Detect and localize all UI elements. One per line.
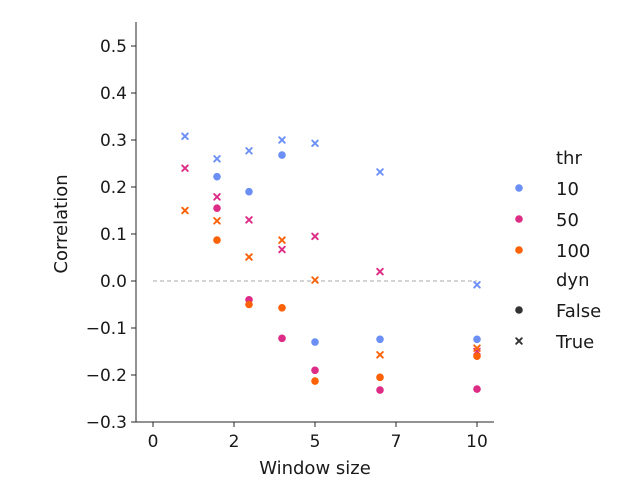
point-thr100-static — [311, 377, 319, 385]
point-thr100-static — [376, 373, 384, 382]
axes: −0.3 −0.2 −0.1 0.0 0.1 0.2 0.3 0.4 0.5 0 2 5 7 10 Wind… — [51, 22, 494, 479]
y-axis-label: Correlation — [51, 174, 72, 273]
y-tick-label: 0.3 — [100, 131, 127, 151]
legend-marker-dyn-true — [515, 337, 523, 345]
point-thr10-static — [213, 172, 221, 181]
x-tick-label: 0 — [148, 432, 159, 452]
point-thr100-dyn — [278, 236, 286, 244]
point-thr50-dyn — [181, 164, 189, 172]
point-thr50-dyn — [245, 216, 253, 224]
point-thr10-static — [245, 187, 253, 196]
legend-label-dyn-false: False — [556, 301, 601, 322]
legend-label-thr-100: 100 — [556, 241, 590, 262]
y-tick-label: 0.5 — [100, 37, 127, 57]
y-tick-label: 0.4 — [100, 84, 127, 104]
point-thr100-static — [473, 352, 481, 361]
x-tick-label: 2 — [229, 432, 240, 452]
point-thr50-dyn — [213, 193, 221, 201]
legend-marker-thr-100 — [515, 246, 523, 254]
x-tick-label: 7 — [391, 432, 402, 452]
y-tick-label: −0.2 — [86, 366, 127, 386]
point-thr10-static — [473, 335, 481, 344]
legend-label-dyn-true: True — [555, 332, 594, 353]
point-thr100-dyn — [181, 206, 189, 215]
point-thr50-static — [278, 334, 286, 343]
legend-label-thr-50: 50 — [556, 210, 579, 231]
x-tick-label: 10 — [466, 432, 488, 452]
point-thr10-static — [376, 335, 384, 344]
point-thr10-dyn — [473, 281, 481, 289]
point-thr50-static — [376, 386, 384, 394]
y-tick-label: −0.3 — [86, 413, 127, 433]
legend-marker-thr-50 — [515, 215, 523, 223]
legend-hue-title: thr — [556, 148, 582, 169]
point-thr10-dyn — [213, 155, 221, 163]
point-thr100-static — [278, 303, 286, 312]
point-thr50-dyn — [376, 267, 384, 276]
point-thr100-static — [245, 300, 253, 309]
point-thr100-dyn — [376, 351, 384, 359]
legend: thr 10 50 100 dyn False True — [515, 148, 601, 353]
point-thr100-dyn — [213, 217, 221, 225]
y-tick-label: 0.2 — [100, 178, 127, 198]
legend-marker-thr-10 — [515, 184, 523, 192]
point-thr10-static — [311, 338, 319, 346]
legend-marker-dyn-false — [515, 306, 523, 314]
point-thr100-dyn — [311, 276, 319, 284]
point-thr10-dyn — [181, 132, 189, 140]
point-thr100-dyn — [245, 253, 253, 261]
y-tick-label: 0.1 — [100, 225, 127, 245]
point-thr100-dyn — [473, 344, 481, 352]
point-thr50-static — [473, 385, 481, 393]
legend-style-title: dyn — [556, 270, 590, 291]
y-tick-label: −0.1 — [86, 319, 127, 339]
point-thr10-dyn — [376, 168, 384, 176]
point-thr100-static — [213, 236, 221, 244]
point-thr50-static — [311, 366, 319, 375]
legend-label-thr-10: 10 — [556, 179, 579, 200]
point-thr10-static — [278, 151, 286, 159]
x-axis-label: Window size — [259, 458, 371, 479]
point-thr10-dyn — [278, 136, 286, 144]
point-thr50-dyn — [278, 245, 286, 254]
point-thr50-static — [213, 204, 221, 212]
x-tick-label: 5 — [310, 432, 321, 452]
point-thr50-dyn — [311, 232, 319, 241]
data-points — [181, 132, 481, 394]
y-tick-label: 0.0 — [100, 272, 127, 292]
point-thr10-dyn — [245, 147, 253, 155]
point-thr10-dyn — [311, 139, 319, 148]
